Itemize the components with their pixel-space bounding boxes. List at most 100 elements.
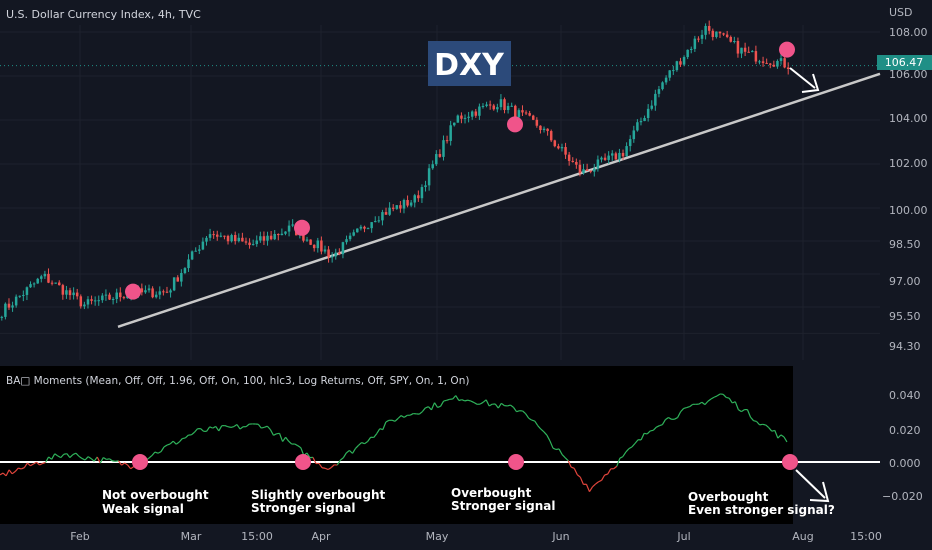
oscillator-segment [674,417,678,420]
oscillator-segment [537,425,542,430]
oscillator-segment [212,425,217,429]
oscillator-segment [42,461,46,465]
oscillator-segment [753,420,757,423]
oscillator-segment [698,401,703,405]
oscillator-segment [768,427,773,432]
candles [0,20,790,321]
candle-body [4,303,7,317]
oscillator-segment [613,465,618,470]
candle-body [693,38,697,49]
candle-body [320,240,323,252]
candle-body [417,195,420,199]
oscillator-segment [561,454,566,459]
candle-body [621,152,625,157]
candle-body [384,212,388,215]
y-tick-104: 104.00 [889,112,928,125]
oscillator-segment [14,467,19,472]
candle-body [259,236,262,241]
oscillator-segment [224,425,229,428]
candle-body [725,34,729,37]
y-tick-102: 102.00 [889,157,928,170]
candle-body [108,294,111,300]
oscillator-segment [21,467,25,470]
annotation-4-line2: Even stronger signal? [688,503,835,517]
candle-body [470,111,474,117]
candle-body [499,99,503,108]
candle-body [747,51,750,53]
candle-body [610,153,614,156]
oscillator-segment [534,420,539,427]
candle-body [485,104,488,106]
candle-body [233,235,237,242]
oscillator-segment [294,443,299,447]
oscillator-segment [604,473,608,476]
oscillator-segment [278,433,284,442]
oscillator-segment [497,403,502,409]
candle-body [381,212,384,221]
candle-body [341,242,345,255]
oscillator-segment [148,455,153,459]
watermark-box [428,41,511,86]
candle-body [517,110,521,118]
candle-body [768,63,772,65]
last-price-badge [877,55,932,70]
price-marker [294,219,310,236]
candle-body [736,40,740,54]
candle-body [248,242,251,246]
candle-body [226,235,230,242]
oscillator-segment [273,433,277,436]
x-tick-jul: Jul [676,530,690,543]
candle-body [65,290,68,295]
oscillator-segment [418,411,423,415]
candle-body [0,316,4,318]
candle-body [68,290,72,296]
oscillator-segment [130,466,135,470]
oscillator-segment [473,402,478,405]
oscillator-segment [166,443,171,446]
x-tick-1500-b: 15:00 [850,530,882,543]
oscillator-segment [26,462,31,467]
candle-body [646,108,650,118]
candle-body [352,232,355,236]
oscillator-segment [558,448,563,455]
oscillator-segment [576,474,581,478]
oscillator-segment [151,451,156,456]
oscillator-segment [446,398,450,401]
y-tick-98-5: 98.50 [889,238,921,251]
candle-body [614,153,618,160]
oscillator-segment [488,403,493,407]
oscillator-segment [665,417,669,421]
oscillator-segment [573,468,578,476]
candle-body [83,304,86,307]
oscillator-segment [206,426,211,432]
candle-body [180,273,183,282]
candle-body [122,297,126,299]
oscillator-segment [741,409,745,413]
oscillator-segment [482,399,487,403]
indicator-title: BA□ Moments (Mean, Off, Off, 1.96, Off, … [6,375,469,387]
candle-body [553,140,557,147]
candle-body [657,89,661,94]
oscillator-segment [33,461,37,465]
watermark-text: DXY [434,48,505,83]
candle-body [564,147,567,155]
oscillator-segment [585,484,591,492]
candle-body [413,195,417,203]
candle-body [40,276,43,279]
candle-body [546,128,549,132]
candle-body [776,60,779,67]
candle-body [661,82,664,90]
candle-body [679,61,682,65]
annotation-2-line1: Slightly overbought [251,488,385,502]
oscillator-segment [96,456,101,464]
annotation-3-line1: Overbought [451,486,532,500]
oscillator-segment [683,406,687,409]
oscillator-segment [48,456,53,460]
oscillator-segment [124,462,128,466]
candle-body [442,140,445,157]
x-tick-aug: Aug [792,530,813,543]
y-tick-106: 106.00 [889,68,928,81]
oscillator-segment [668,416,672,420]
candle-body [686,49,689,58]
